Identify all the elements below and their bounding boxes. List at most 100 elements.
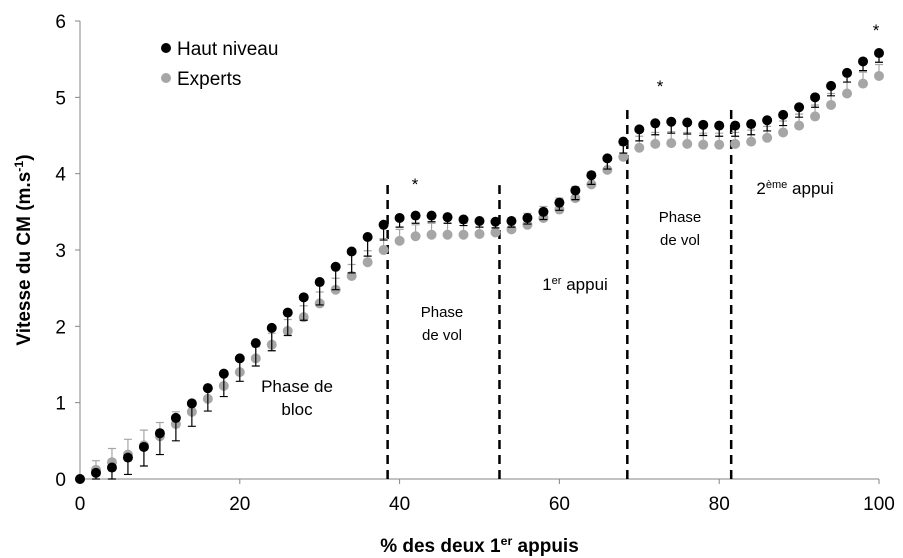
marker [602, 164, 613, 175]
marker [650, 138, 661, 149]
marker [810, 111, 821, 122]
marker [538, 206, 549, 217]
marker [698, 119, 709, 130]
marker [570, 185, 581, 196]
marker [202, 383, 213, 394]
marker [298, 292, 309, 303]
x-tick-label: 100 [863, 494, 895, 515]
x-tick-label: 80 [709, 494, 730, 515]
annotation: * [412, 175, 419, 194]
marker [234, 353, 245, 364]
x-tick-label: 20 [229, 494, 250, 515]
legend-marker [161, 73, 171, 83]
marker [522, 219, 533, 230]
marker [874, 70, 884, 81]
marker [778, 127, 789, 138]
annotation-part: bloc [281, 400, 313, 419]
marker [362, 232, 373, 243]
marker [842, 88, 853, 99]
annotation-part: Phase [659, 209, 702, 226]
annotation: 1er appui [542, 275, 608, 294]
annotation-part: * [412, 175, 419, 194]
marker [602, 153, 613, 164]
marker [666, 138, 677, 149]
y-tick-label: 5 [55, 88, 66, 109]
annotation-part: er [552, 275, 562, 287]
marker [458, 229, 469, 240]
annotation: de vol [660, 232, 700, 249]
marker [874, 48, 884, 59]
marker [522, 212, 533, 223]
annotation-part: Phase [421, 304, 464, 321]
marker [426, 210, 437, 221]
annotation-part: ème [766, 179, 788, 191]
marker [474, 215, 485, 226]
marker [746, 136, 757, 147]
y-axis-title-part: -1 [12, 161, 26, 172]
marker [410, 231, 421, 242]
marker [506, 215, 517, 226]
y-axis-title-part: Vitesse du CM (m.s [14, 172, 35, 346]
marker [714, 120, 725, 131]
y-tick-label: 4 [55, 165, 66, 186]
marker [778, 109, 789, 120]
marker [858, 56, 869, 67]
marker [698, 139, 709, 150]
marker [362, 257, 373, 268]
annotation-part: de vol [660, 232, 700, 249]
marker [394, 235, 405, 246]
marker [266, 322, 277, 333]
marker [75, 474, 85, 484]
legend-label: Haut niveau [177, 39, 278, 60]
annotation: bloc [281, 400, 313, 419]
marker [554, 197, 565, 208]
annotation-part: appui [787, 179, 833, 198]
x-axis-title-part: appuis [512, 536, 579, 557]
marker [586, 170, 597, 181]
marker [426, 229, 437, 240]
marker [346, 246, 357, 257]
marker [410, 210, 421, 221]
marker [442, 212, 453, 223]
marker [714, 139, 725, 150]
marker [490, 227, 501, 238]
legend-label: Experts [177, 69, 241, 90]
annotation: * [657, 77, 664, 96]
marker [314, 277, 325, 288]
annotation-part: de vol [422, 327, 462, 344]
marker [826, 99, 837, 110]
y-axis-title: Vitesse du CM (m.s-1) [12, 154, 35, 345]
marker [682, 138, 693, 149]
annotation-part: Phase de [261, 377, 333, 396]
marker [730, 120, 741, 131]
marker [458, 214, 469, 225]
marker [730, 138, 741, 149]
annotation: de vol [422, 327, 462, 344]
marker [474, 228, 485, 239]
marker [122, 452, 133, 463]
marker [218, 368, 229, 379]
marker [90, 467, 101, 478]
y-tick-label: 6 [55, 12, 66, 33]
annotation: Phase de [261, 377, 333, 396]
marker [682, 117, 693, 128]
marker [442, 229, 453, 240]
annotation: * [873, 21, 880, 40]
x-tick-label: 40 [389, 494, 410, 515]
legend-marker [161, 43, 171, 53]
marker [810, 92, 821, 103]
x-axis-title-part: % des deux 1 [380, 536, 501, 557]
y-tick-label: 1 [55, 394, 66, 415]
marker [634, 142, 645, 153]
y-tick-label: 3 [55, 241, 66, 262]
marker [282, 307, 293, 318]
annotation-part: * [657, 77, 664, 96]
y-tick-label: 2 [55, 317, 66, 338]
annotation: 2ème appui [756, 179, 833, 198]
marker [794, 102, 805, 113]
marker [650, 118, 661, 129]
marker [858, 78, 869, 89]
marker [634, 124, 645, 135]
marker [250, 338, 261, 349]
